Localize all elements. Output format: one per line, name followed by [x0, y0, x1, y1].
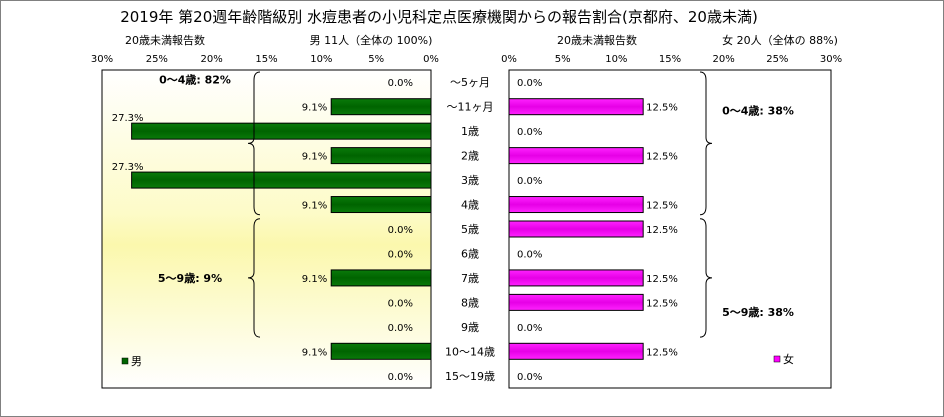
male-bar-label: 0.0%	[388, 249, 413, 260]
category-label: 15～19歳	[445, 370, 495, 383]
female-group-brace	[699, 71, 713, 216]
male-bar	[330, 147, 432, 165]
male-bar-label: 0.0%	[388, 225, 413, 236]
female-axis-title: 20歳未満報告数	[557, 34, 637, 47]
female-bar	[508, 293, 644, 311]
male-bar-label: 9.1%	[302, 274, 327, 285]
female-bar-label: 12.5%	[646, 103, 678, 114]
male-bar-label: 9.1%	[302, 103, 327, 114]
male-group-brace	[247, 218, 261, 338]
male-group-label: 0～4歳: 82%	[159, 72, 231, 86]
female-x-axis: 0% 5% 10% 15% 20% 25% 30%	[501, 54, 842, 65]
male-bar-label: 0.0%	[388, 372, 413, 383]
female-bar	[508, 98, 644, 116]
female-bar-label: 12.5%	[646, 347, 678, 358]
female-group-label: 0～4歳: 38%	[722, 103, 794, 117]
female-bar	[508, 269, 644, 287]
female-bar-label: 12.5%	[646, 298, 678, 309]
category-label: 8歳	[461, 296, 479, 309]
category-label: 4歳	[461, 199, 479, 212]
male-bar	[330, 269, 432, 287]
male-bar-label: 0.0%	[388, 323, 413, 334]
female-x-tick-label: 25%	[766, 54, 788, 65]
male-legend: 男	[121, 355, 142, 368]
male-bar-label: 0.0%	[388, 298, 413, 309]
male-bar	[330, 98, 432, 116]
female-age-groups: 0～4歳: 38% 5～9歳: 38%	[699, 71, 794, 338]
category-label: 10～14歳	[445, 345, 495, 358]
male-bars: 0.0% 9.1% 27.3% 9.1% 27.3% 9.1% 0.0% 0.0% 9.1% 0.…	[112, 78, 432, 383]
category-label: 3歳	[461, 174, 479, 187]
female-bar-label: 0.0%	[517, 323, 542, 334]
female-x-tick-label: 5%	[555, 54, 571, 65]
male-x-tick-label: 0%	[423, 54, 439, 65]
male-bar	[131, 122, 432, 140]
female-bar-label: 0.0%	[517, 176, 542, 187]
male-bar-label: 9.1%	[302, 201, 327, 212]
category-label: 9歳	[461, 321, 479, 334]
male-x-tick-label: 20%	[201, 54, 223, 65]
female-x-tick-label: 20%	[713, 54, 735, 65]
category-label: ～11ヶ月	[447, 101, 494, 114]
female-panel: 20歳未満報告数 女 20人（全体の 88%) 0% 5% 10% 15% 20% 25%…	[501, 33, 842, 389]
category-label: 6歳	[461, 247, 479, 260]
female-bars: 0.0% 12.5% 0.0% 12.5% 0.0% 12.5% 12.5% 0.0% 12.5…	[508, 78, 678, 383]
female-group-label: 5～9歳: 38%	[722, 305, 794, 319]
category-label: 1歳	[461, 125, 479, 138]
category-label: 5歳	[461, 223, 479, 236]
male-group-brace	[247, 71, 261, 216]
female-x-tick-label: 15%	[659, 54, 681, 65]
category-label: 2歳	[461, 150, 479, 163]
male-axis-title: 20歳未満報告数	[125, 34, 205, 47]
male-x-tick-label: 15%	[255, 54, 277, 65]
male-plot-area	[101, 69, 432, 389]
category-label: ～5ヶ月	[450, 76, 490, 89]
female-x-tick-label: 10%	[605, 54, 627, 65]
female-bar	[508, 342, 644, 360]
female-legend-swatch	[773, 355, 781, 363]
male-group-label: 5～9歳: 9%	[158, 271, 222, 285]
female-bar	[508, 220, 644, 238]
female-legend: 女	[773, 352, 794, 366]
male-x-tick-label: 10%	[310, 54, 332, 65]
female-bar-label: 12.5%	[646, 225, 678, 236]
female-bar-label: 0.0%	[517, 78, 542, 89]
male-bar	[131, 171, 432, 189]
male-bar	[330, 342, 432, 360]
female-bar-label: 0.0%	[517, 249, 542, 260]
male-x-tick-label: 25%	[146, 54, 168, 65]
chart-title: 2019年 第20週年齢階級別 水痘患者の小児科定点医療機関からの報告割合(京都…	[120, 8, 758, 26]
male-bar-label: 27.3%	[112, 162, 144, 173]
category-labels: ～5ヶ月 ～11ヶ月 1歳 2歳 3歳 4歳 5歳 6歳 7歳 8歳 9歳 10～14歳 15～19歳	[445, 76, 495, 383]
female-bar-label: 12.5%	[646, 201, 678, 212]
male-x-tick-label: 5%	[368, 54, 384, 65]
category-label: 7歳	[461, 272, 479, 285]
female-legend-label: 女	[783, 352, 794, 366]
male-bar-label: 9.1%	[302, 347, 327, 358]
male-panel-header: 男 11人（全体の 100%)	[310, 33, 433, 47]
male-bar-label: 27.3%	[112, 113, 144, 124]
female-bar-label: 0.0%	[517, 372, 542, 383]
female-bar-label: 12.5%	[646, 152, 678, 163]
male-bar-label: 0.0%	[388, 78, 413, 89]
male-bar-label: 9.1%	[302, 152, 327, 163]
male-bar	[330, 196, 432, 214]
male-panel: 20歳未満報告数 男 11人（全体の 100%) 0% 5% 10% 15% 20% 25…	[91, 33, 439, 389]
male-x-axis: 0% 5% 10% 15% 20% 25% 30%	[91, 54, 439, 65]
male-legend-swatch	[121, 357, 129, 365]
female-bar	[508, 147, 644, 165]
female-group-brace	[699, 218, 713, 338]
female-bar	[508, 196, 644, 214]
female-x-tick-label: 0%	[501, 54, 517, 65]
male-x-tick-label: 30%	[91, 54, 113, 65]
female-bar-label: 12.5%	[646, 274, 678, 285]
female-x-tick-label: 30%	[820, 54, 842, 65]
female-panel-header: 女 20人（全体の 88%)	[722, 33, 838, 47]
female-bar-label: 0.0%	[517, 127, 542, 138]
male-legend-label: 男	[131, 355, 142, 368]
male-age-groups: 0～4歳: 82% 5～9歳: 9%	[158, 71, 261, 338]
